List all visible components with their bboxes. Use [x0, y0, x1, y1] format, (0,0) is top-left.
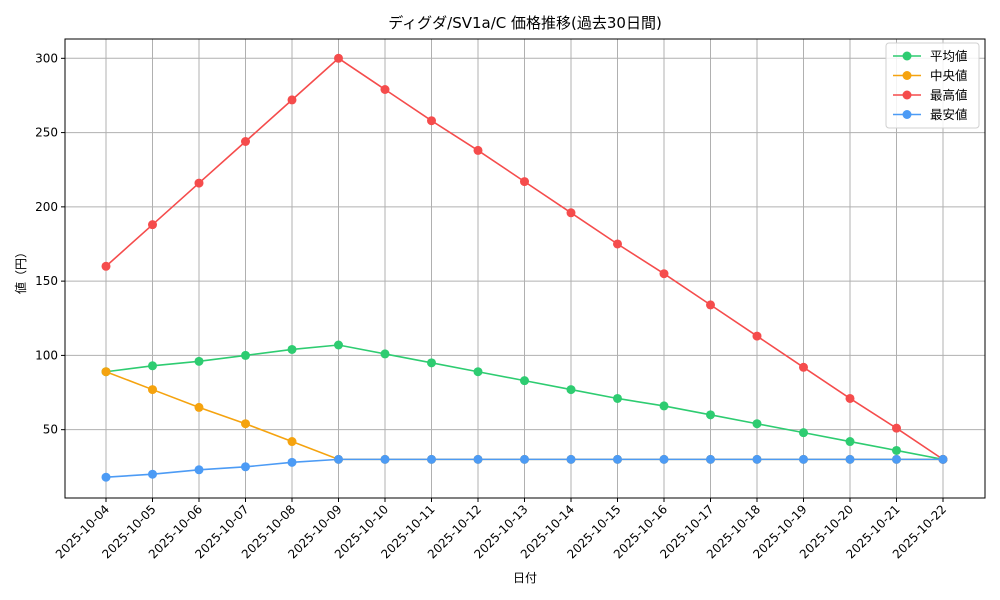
- data-point-marker: [380, 85, 390, 95]
- data-point-marker: [659, 269, 669, 279]
- y-tick-label: 100: [35, 348, 58, 362]
- legend-label: 最安値: [930, 107, 968, 122]
- data-point-marker: [566, 208, 576, 218]
- data-point-marker: [706, 454, 715, 464]
- y-tick-label: 50: [43, 423, 58, 437]
- y-tick-label: 200: [35, 200, 58, 214]
- data-point-marker: [241, 136, 250, 146]
- series-3: [101, 454, 948, 482]
- data-point-marker: [380, 349, 390, 359]
- y-axis-ticks: 50 100 150 200 250 300: [35, 51, 65, 437]
- data-point-marker: [241, 462, 250, 472]
- data-point-marker: [334, 340, 343, 350]
- data-point-marker: [148, 385, 157, 395]
- data-point-marker: [752, 419, 762, 429]
- legend-label: 中央値: [930, 68, 968, 83]
- data-point-marker: [706, 410, 715, 420]
- data-point-marker: [194, 465, 204, 475]
- y-tick-label: 150: [35, 274, 58, 288]
- data-point-marker: [613, 393, 622, 403]
- data-point-marker: [613, 454, 622, 464]
- data-point-marker: [334, 454, 343, 464]
- legend-label: 平均値: [930, 49, 968, 64]
- grid-lines: [65, 39, 985, 498]
- legend-box: [885, 42, 980, 129]
- data-point-marker: [194, 356, 204, 366]
- data-point-marker: [799, 362, 808, 372]
- data-point-marker: [148, 220, 157, 230]
- data-point-marker: [427, 358, 436, 368]
- data-point-marker: [613, 239, 622, 249]
- data-point-marker: [706, 300, 715, 310]
- data-point-marker: [892, 454, 901, 464]
- data-point-marker: [380, 454, 390, 464]
- data-point-marker: [241, 350, 250, 360]
- data-point-marker: [520, 376, 529, 386]
- legend-label: 最高値: [930, 88, 968, 103]
- x-axis-ticks: 2025-10-042025-10-052025-10-062025-10-07…: [53, 498, 949, 561]
- legend-marker-icon: [902, 51, 912, 61]
- legend-marker-icon: [902, 71, 912, 80]
- data-point-marker: [473, 454, 483, 464]
- legend-marker-icon: [902, 90, 912, 100]
- data-point-marker: [101, 472, 111, 482]
- data-point-marker: [845, 393, 855, 403]
- data-point-marker: [799, 454, 808, 464]
- x-axis-title: 日付: [513, 571, 537, 585]
- data-point-marker: [659, 454, 669, 464]
- data-point-marker: [101, 261, 111, 271]
- data-point-marker: [520, 454, 529, 464]
- data-point-marker: [520, 177, 529, 187]
- series-0: [101, 340, 948, 464]
- data-point-marker: [287, 344, 297, 354]
- y-tick-label: 300: [35, 51, 58, 65]
- data-point-marker: [752, 331, 762, 341]
- data-point-marker: [892, 423, 901, 433]
- legend-marker-icon: [902, 110, 912, 119]
- data-point-marker: [287, 437, 297, 447]
- data-series: [101, 53, 948, 482]
- data-point-marker: [334, 53, 343, 63]
- data-point-marker: [427, 116, 436, 126]
- y-tick-label: 250: [35, 126, 58, 140]
- data-point-marker: [473, 145, 483, 155]
- data-point-marker: [845, 437, 855, 447]
- data-point-marker: [148, 469, 157, 479]
- data-point-marker: [892, 445, 901, 455]
- data-point-marker: [799, 428, 808, 438]
- data-point-marker: [752, 454, 762, 464]
- data-point-marker: [473, 367, 483, 377]
- data-point-marker: [566, 385, 576, 395]
- data-point-marker: [287, 457, 297, 467]
- data-point-marker: [659, 401, 669, 411]
- data-point-marker: [148, 361, 157, 371]
- data-point-marker: [241, 419, 250, 429]
- data-point-marker: [845, 454, 855, 464]
- chart-title: ディグダ/SV1a/C 価格推移(過去30日間): [388, 14, 662, 32]
- data-point-marker: [287, 95, 297, 105]
- data-point-marker: [427, 454, 436, 464]
- data-point-marker: [194, 402, 204, 412]
- data-point-marker: [938, 454, 948, 464]
- data-point-marker: [566, 454, 576, 464]
- y-axis-title: 値（円）: [13, 246, 28, 294]
- data-point-marker: [101, 367, 111, 377]
- data-point-marker: [194, 178, 204, 188]
